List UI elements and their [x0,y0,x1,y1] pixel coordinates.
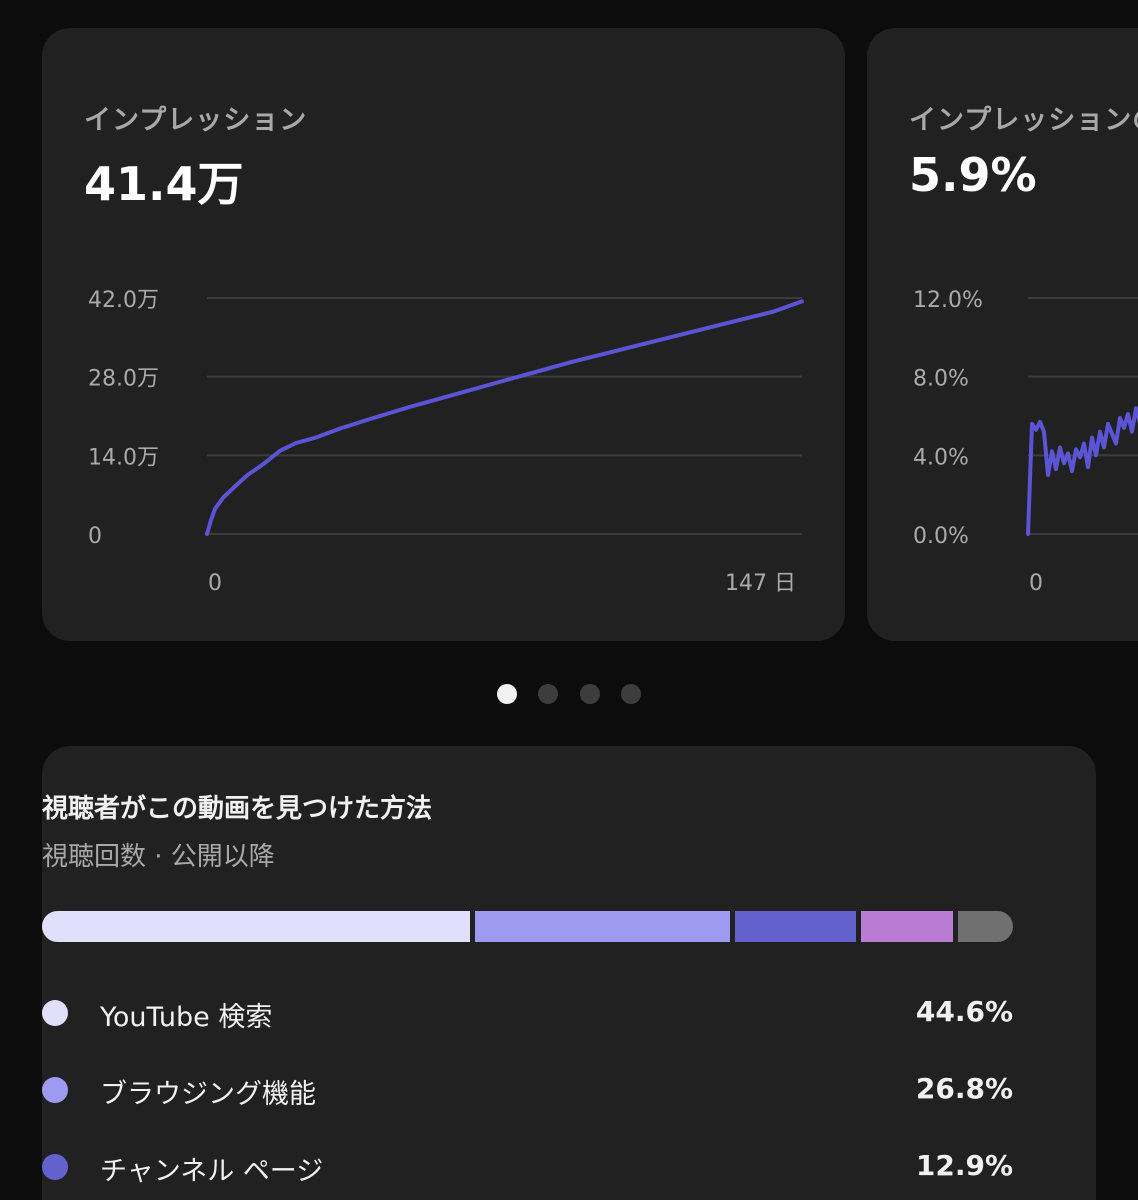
impressions-chart-y-tick-label: 0 [88,524,102,549]
traffic-bar-segment [735,911,861,942]
impressions-line-chart: 42.0万 28.0万 14.0万 0 0 147 日 [88,288,804,596]
traffic-legend-label: YouTube 検索 [100,1002,273,1033]
impressions-card-value: 41.4万 [84,157,244,211]
ctr-chart-y-tick-label: 0.0% [913,524,969,549]
traffic-legend-swatch [42,1000,68,1026]
ctr-chart-x-tick-label: 0 [1029,571,1043,596]
impressions-chart-series-line [205,299,804,536]
impressions-chart-x-tick-label: 147 日 [725,571,796,596]
impressions-card[interactable]: インプレッション 41.4万 42.0万 28.0万 14.0万 0 0 147 日 [42,28,845,641]
ctr-chart-series-line [1026,406,1138,536]
impressions-chart-y-tick-label: 28.0万 [88,367,159,392]
traffic-legend-row[interactable]: チャンネル ページ 12.9% [42,1147,1013,1187]
traffic-bar-segment [42,911,476,942]
traffic-legend-label: チャンネル ページ [100,1156,324,1187]
traffic-sources-title: 視聴者がこの動画を見つけた方法 [42,794,433,824]
traffic-legend-value: 26.8% [915,1072,1013,1105]
traffic-legend-swatch [42,1154,68,1180]
impressions-chart-y-tick-label: 14.0万 [88,445,159,470]
traffic-bar-segment [860,911,958,942]
impressions-ctr-card-title: インプレッションの [909,105,1138,136]
ctr-chart-y-tick-label: 12.0% [913,288,983,313]
impressions-chart-x-tick-label: 0 [208,571,222,596]
impressions-ctr-card[interactable]: インプレッションの 5.9% 12.0% 8.0% 4.0% 0.0% 0 [867,28,1138,641]
traffic-bar-segment [475,911,736,942]
carousel-dot[interactable] [538,684,559,704]
traffic-legend-row[interactable]: YouTube 検索 44.6% [42,993,1013,1033]
carousel-pager [0,684,1138,704]
ctr-chart-y-tick-label: 4.0% [913,445,969,470]
traffic-legend-label: ブラウジング機能 [100,1079,316,1110]
ctr-chart-y-tick-label: 8.0% [913,367,969,392]
impressions-chart-y-tick-label: 42.0万 [88,288,159,313]
impressions-ctr-line-chart: 12.0% 8.0% 4.0% 0.0% 0 [913,288,1138,596]
traffic-legend-value: 12.9% [915,1149,1013,1182]
traffic-legend-row[interactable]: ブラウジング機能 26.8% [42,1070,1013,1110]
carousel-dot[interactable] [579,684,600,704]
traffic-sources-stacked-bar [42,911,1013,942]
impressions-ctr-card-value: 5.9% [909,148,1037,202]
traffic-bar-segment [957,911,1013,942]
carousel-dot[interactable] [497,684,517,704]
traffic-sources-card [42,746,1096,1200]
traffic-legend-swatch [42,1077,68,1103]
traffic-sources-subtitle: 視聴回数 · 公開以降 [42,842,275,872]
impressions-card-title: インプレッション [84,105,308,136]
carousel-dot[interactable] [620,684,641,704]
traffic-legend-value: 44.6% [915,995,1013,1028]
